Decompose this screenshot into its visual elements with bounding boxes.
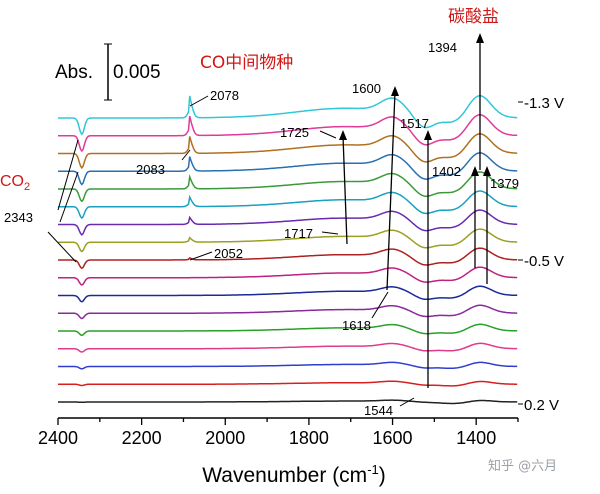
- x-tick-label: 1600: [373, 428, 413, 448]
- annotation-layer: [47, 33, 523, 407]
- co2-label: CO2: [0, 173, 30, 193]
- x-tick-label: 1400: [456, 428, 496, 448]
- peak-label-1394: 1394: [428, 40, 457, 55]
- spectrum-line-17: [58, 94, 518, 136]
- spectrum-line-6: [58, 304, 518, 320]
- x-axis-title: Wavenumber (cm-1): [202, 462, 386, 487]
- x-axis: 2400 2200 2000 1800 1600 1400: [38, 417, 519, 448]
- spectrum-line-15: [58, 133, 518, 170]
- spectrum-line-1: [58, 399, 518, 405]
- spectrum-line-10: [58, 228, 518, 253]
- spectrum-line-8: [58, 266, 518, 286]
- scale-bar-value-label: 0.005: [113, 62, 161, 83]
- peak-label-1717: 1717: [284, 226, 313, 241]
- spectrum-line-5: [58, 323, 518, 337]
- peak-label-2083: 2083: [136, 162, 165, 177]
- peak-label-2078: 2078: [210, 88, 239, 103]
- series-layer: [58, 94, 518, 405]
- peak-label-1600: 1600: [352, 81, 381, 96]
- peak-label-2343: 2343: [4, 210, 33, 225]
- spectrum-line-2: [58, 380, 518, 387]
- peak-label-2052: 2052: [214, 246, 243, 261]
- potential-label-mid: -0.5 V: [524, 253, 564, 270]
- potential-label-high: -1.3 V: [524, 95, 564, 112]
- peak-label-1725: 1725: [280, 125, 309, 140]
- spectrum-line-13: [58, 171, 518, 203]
- x-tick-label: 2200: [122, 428, 162, 448]
- peak-label-1517: 1517: [400, 116, 429, 131]
- spectrum-line-14: [58, 152, 518, 186]
- spectrum-line-4: [58, 342, 518, 353]
- spectrum-line-16: [58, 114, 518, 153]
- x-tick-label: 2000: [205, 428, 245, 448]
- spectrum-line-11: [58, 209, 518, 236]
- carbonate-label: 碳酸盐: [448, 7, 499, 27]
- peak-label-1379: 1379: [490, 176, 519, 191]
- potential-label-low: 0.2 V: [524, 397, 559, 414]
- x-tick-label: 2400: [38, 428, 78, 448]
- peak-label-1544: 1544: [364, 403, 393, 418]
- scale-bar-abs-label: Abs.: [55, 62, 93, 83]
- peak-label-1402: 1402: [432, 164, 461, 179]
- spectrum-line-9: [58, 247, 518, 270]
- spectrum-line-12: [58, 190, 518, 220]
- watermark: 知乎 @六月: [488, 458, 557, 474]
- spectrum-line-3: [58, 361, 518, 370]
- x-tick-label: 1800: [289, 428, 329, 448]
- spectrum-line-7: [58, 285, 518, 303]
- co-intermediate-label: CO中间物种: [200, 53, 293, 73]
- peak-label-1618: 1618: [342, 318, 371, 333]
